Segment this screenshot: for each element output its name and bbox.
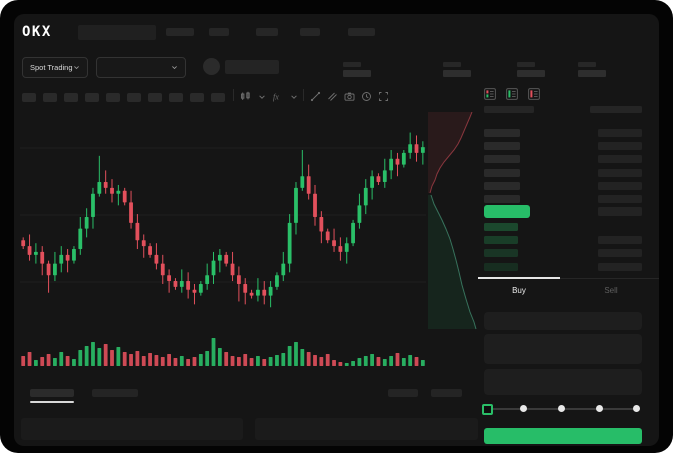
ask-amount-placeholder	[598, 155, 642, 164]
ticker-stat-4-value-placeholder	[578, 70, 606, 77]
bid-price-placeholder[interactable]	[484, 262, 518, 271]
app-window: OKX Spot Trading fx	[14, 14, 659, 446]
buy-submit-button[interactable]	[484, 428, 642, 444]
ask-price-placeholder[interactable]	[484, 168, 520, 177]
amount-input-placeholder[interactable]	[484, 369, 642, 395]
orderbook-view-asks-icon[interactable]	[528, 88, 540, 100]
trendline-tool-icon[interactable]	[310, 91, 321, 102]
toolbar-divider	[233, 89, 234, 101]
bottom-panel-placeholder-1	[21, 418, 243, 440]
ask-price-placeholder[interactable]	[484, 155, 520, 164]
last-price-amount-placeholder	[598, 207, 642, 216]
chevron-down-icon[interactable]	[258, 93, 266, 101]
pair-coin-avatar	[203, 58, 220, 75]
bid-price-placeholder[interactable]	[484, 249, 518, 258]
nav-item-placeholder-1[interactable]	[166, 28, 194, 36]
bottom-tab-placeholder[interactable]	[92, 389, 138, 397]
chevron-down-icon	[74, 66, 79, 70]
history-clock-icon[interactable]	[361, 91, 372, 102]
pair-name-placeholder	[225, 60, 279, 74]
price-input-placeholder[interactable]	[484, 334, 642, 364]
timeframe-button-placeholder-3[interactable]	[64, 93, 78, 102]
timeframe-button-placeholder-4[interactable]	[85, 93, 99, 102]
ask-amount-placeholder	[598, 195, 642, 203]
timeframe-button-placeholder-6[interactable]	[127, 93, 141, 102]
bid-price-placeholder[interactable]	[484, 236, 518, 245]
tabs-divider	[478, 278, 659, 279]
tab-buy[interactable]: Buy	[512, 286, 526, 295]
timeframe-button-placeholder-5[interactable]	[106, 93, 120, 102]
bid-amount-placeholder	[598, 262, 642, 271]
timeframe-button-placeholder-8[interactable]	[169, 93, 183, 102]
bid-price-placeholder[interactable]	[484, 223, 518, 231]
ticker-stat-3-label-placeholder	[517, 62, 535, 67]
ask-price-placeholder[interactable]	[484, 129, 520, 137]
chevron-down-icon	[172, 66, 177, 70]
nav-item-placeholder-4[interactable]	[300, 28, 320, 36]
pair-selector-dropdown[interactable]	[96, 57, 186, 78]
nav-item-placeholder-2[interactable]	[209, 28, 229, 36]
depth-chart[interactable]	[428, 112, 478, 330]
ticker-stat-1-label-placeholder	[343, 62, 361, 67]
chart-type-icon[interactable]	[240, 91, 251, 102]
orderbook-amount-header-placeholder	[590, 106, 642, 113]
camera-snapshot-icon[interactable]	[344, 91, 355, 102]
timeframe-button-placeholder-10[interactable]	[211, 93, 225, 102]
ask-price-placeholder[interactable]	[484, 142, 520, 151]
orderbook-price-header-placeholder	[484, 106, 534, 113]
ticker-stat-1-value-placeholder	[343, 70, 371, 77]
bottom-tab-active-underline	[30, 401, 74, 403]
bottom-action-placeholder-1[interactable]	[388, 389, 418, 397]
slider-stop-25[interactable]	[520, 405, 527, 412]
fullscreen-icon[interactable]	[378, 91, 389, 102]
last-price-highlight[interactable]	[484, 205, 530, 218]
indicators-icon[interactable]: fx	[272, 91, 283, 102]
order-panel: Buy Sell	[478, 14, 659, 446]
slider-stop-50[interactable]	[558, 405, 565, 412]
orderbook-view-bids-icon[interactable]	[506, 88, 518, 100]
parallel-channel-tool-icon[interactable]	[327, 91, 338, 102]
market-type-label: Spot Trading	[30, 63, 73, 72]
amount-slider-track[interactable]	[482, 404, 640, 415]
okx-logo: OKX	[22, 24, 52, 40]
candlestick-chart[interactable]	[20, 110, 426, 368]
nav-item-placeholder-3[interactable]	[256, 28, 278, 36]
bid-amount-placeholder	[598, 249, 642, 258]
ticker-stat-2-value-placeholder	[443, 70, 471, 77]
ask-amount-placeholder	[598, 142, 642, 151]
timeframe-button-placeholder-7[interactable]	[148, 93, 162, 102]
svg-text:fx: fx	[273, 93, 279, 102]
chevron-down-icon[interactable]	[290, 93, 298, 101]
tab-sell[interactable]: Sell	[604, 286, 618, 295]
orderbook-view-both-icon[interactable]	[484, 88, 496, 100]
nav-item-placeholder-5[interactable]	[348, 28, 375, 36]
bottom-panel-placeholder-2	[255, 418, 478, 440]
bottom-action-placeholder-2[interactable]	[431, 389, 462, 397]
market-type-selector[interactable]: Spot Trading	[22, 57, 88, 78]
ask-amount-placeholder	[598, 129, 642, 137]
order-type-field-placeholder[interactable]	[484, 312, 642, 330]
timeframe-button-placeholder-1[interactable]	[22, 93, 36, 102]
toolbar-divider	[303, 89, 304, 101]
timeframe-button-placeholder-2[interactable]	[43, 93, 57, 102]
ticker-stat-3-value-placeholder	[517, 70, 545, 77]
ticker-stat-2-label-placeholder	[443, 62, 461, 67]
ask-price-placeholder[interactable]	[484, 181, 520, 190]
ask-amount-placeholder	[598, 181, 642, 190]
bottom-tab-active-placeholder[interactable]	[30, 389, 74, 397]
slider-handle[interactable]	[482, 404, 493, 415]
buy-tab-underline	[478, 277, 560, 279]
ticker-stat-4-label-placeholder	[578, 62, 596, 67]
slider-stop-75[interactable]	[596, 405, 603, 412]
ask-amount-placeholder	[598, 168, 642, 177]
ask-price-placeholder[interactable]	[484, 195, 520, 203]
bid-amount-placeholder	[598, 236, 642, 245]
timeframe-button-placeholder-9[interactable]	[190, 93, 204, 102]
slider-stop-100[interactable]	[633, 405, 640, 412]
brand-title-placeholder	[78, 25, 156, 40]
